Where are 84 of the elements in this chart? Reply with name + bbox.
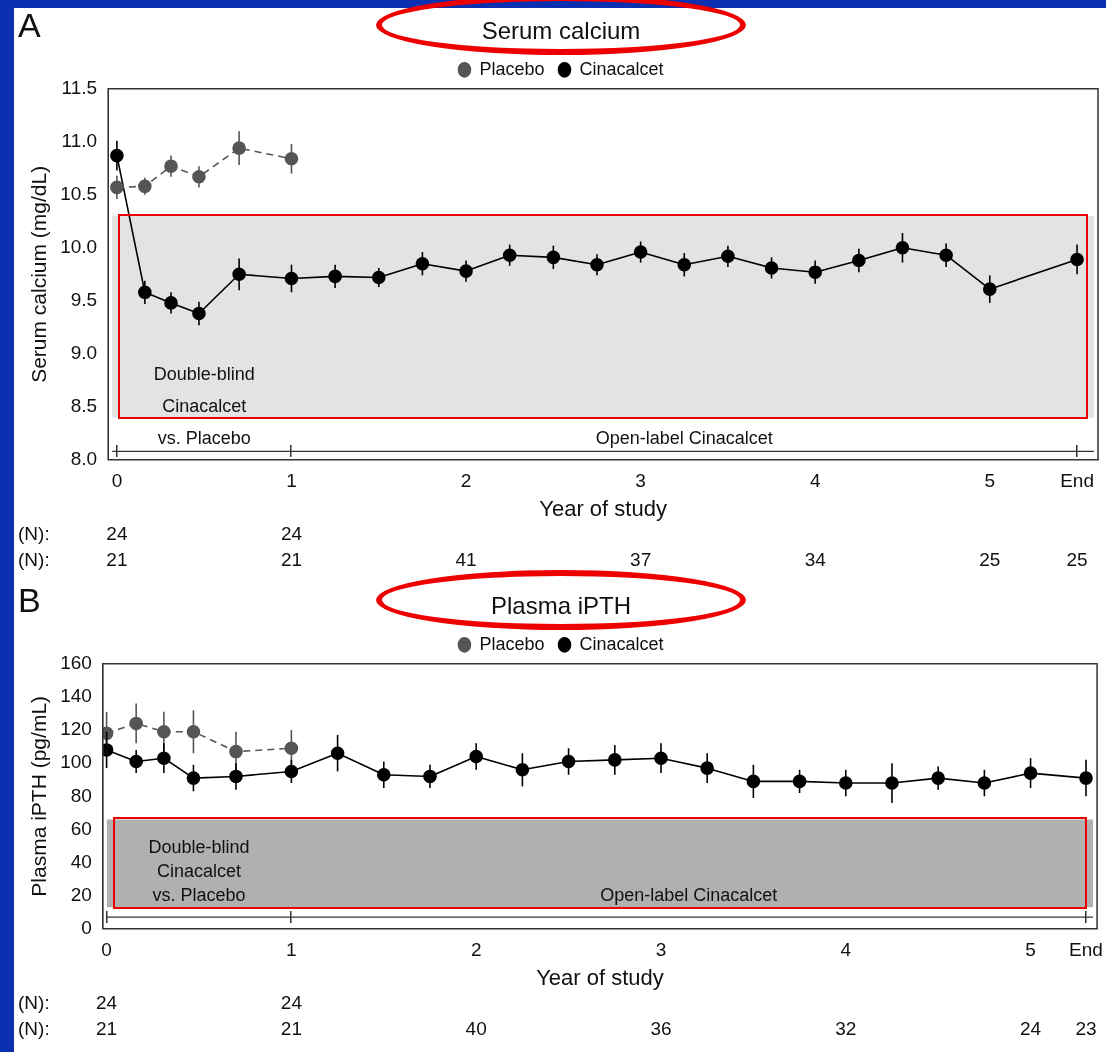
legend-label: Cinacalcet — [579, 58, 664, 79]
y-tick-label: 100 — [60, 751, 92, 773]
point — [284, 764, 299, 779]
point — [502, 248, 517, 263]
text: 25 — [979, 549, 1001, 571]
y-axis-title: Plasma iPTH (pg/mL) — [27, 695, 51, 897]
x-tick-label: 2 — [470, 939, 482, 961]
chart-title: Plasma iPTH — [490, 592, 632, 620]
y-tick-label: 10.5 — [60, 183, 98, 205]
point — [284, 741, 299, 756]
x-tick-label: End — [1060, 470, 1094, 492]
point — [561, 754, 576, 769]
x-tick-label: 3 — [635, 470, 646, 492]
text: 21 — [106, 549, 128, 571]
y-tick-label: 40 — [70, 850, 92, 872]
annotation: Double-blind Cinacalcet vs. Placebo — [148, 837, 250, 906]
legend-label: Placebo — [479, 633, 545, 654]
legend-label: Placebo — [479, 58, 545, 79]
text: 24 — [1020, 1018, 1042, 1040]
annotation: Double-blind Cinacalcet vs. Placebo — [153, 364, 255, 449]
point — [415, 256, 430, 271]
text: 40 — [465, 1018, 487, 1040]
chart-title: Serum calcium — [481, 17, 641, 45]
text: 32 — [835, 1018, 857, 1040]
annotation: Open-label Cinacalcet — [595, 428, 773, 449]
text: 24 — [96, 992, 118, 1014]
y-tick-label: 20 — [70, 883, 92, 905]
x-tick-label: 2 — [460, 470, 472, 492]
point — [895, 241, 910, 255]
y-tick-label: 140 — [60, 685, 92, 707]
text: A — [18, 6, 41, 45]
point — [186, 724, 201, 739]
y-tick-label: 11.5 — [61, 77, 98, 99]
point — [284, 271, 299, 286]
text: B — [18, 581, 41, 620]
y-tick-label: 0 — [81, 917, 92, 939]
text: (N): — [18, 549, 50, 571]
x-axis-title: Year of study — [536, 964, 664, 990]
text: (N): — [18, 992, 50, 1014]
text: 25 — [1066, 549, 1088, 571]
x-tick-label: 4 — [840, 939, 852, 961]
text: 23 — [1075, 1018, 1097, 1040]
text: 24 — [280, 992, 303, 1014]
x-tick-label: 5 — [984, 470, 996, 492]
point — [330, 746, 345, 761]
x-tick-label: End — [1069, 939, 1103, 961]
point — [1023, 766, 1038, 780]
x-tick-label: 1 — [286, 939, 297, 961]
text: 37 — [630, 549, 652, 571]
text: (N): — [18, 523, 50, 545]
y-tick-label: 80 — [70, 784, 92, 806]
y-tick-label: 8.5 — [70, 395, 98, 417]
point — [746, 774, 761, 789]
x-tick-label: 3 — [655, 939, 667, 961]
x-tick-label: 0 — [111, 470, 123, 492]
text: (N): — [18, 1018, 50, 1040]
annotation: Open-label Cinacalcet — [600, 885, 778, 906]
text: 24 — [280, 523, 303, 545]
text: 21 — [280, 549, 303, 571]
y-tick-label: 160 — [60, 652, 92, 674]
y-tick-label: 9.0 — [70, 342, 98, 364]
y-tick-label: 60 — [70, 817, 92, 839]
x-axis-title: Year of study — [539, 495, 667, 521]
y-axis-title: Serum calcium (mg/dL) — [27, 165, 51, 383]
text: 21 — [96, 1018, 118, 1040]
point — [284, 151, 299, 166]
y-tick-label: 120 — [60, 718, 92, 740]
point — [515, 763, 530, 777]
y-tick-label: 10.0 — [60, 236, 98, 258]
text: 41 — [455, 549, 477, 571]
y-tick-label: 9.5 — [70, 289, 98, 311]
x-tick-label: 0 — [101, 939, 112, 961]
text: 21 — [280, 1018, 302, 1040]
legend-label: Cinacalcet — [579, 633, 664, 654]
x-tick-label: 4 — [809, 470, 821, 492]
y-tick-label: 11.0 — [61, 130, 98, 152]
point — [546, 250, 561, 265]
text: 24 — [106, 523, 128, 545]
point — [792, 774, 807, 789]
x-tick-label: 5 — [1025, 939, 1036, 961]
text: 36 — [650, 1018, 672, 1040]
text: 34 — [804, 549, 827, 571]
y-tick-label: 8.0 — [70, 448, 98, 470]
x-tick-label: 1 — [286, 470, 297, 492]
